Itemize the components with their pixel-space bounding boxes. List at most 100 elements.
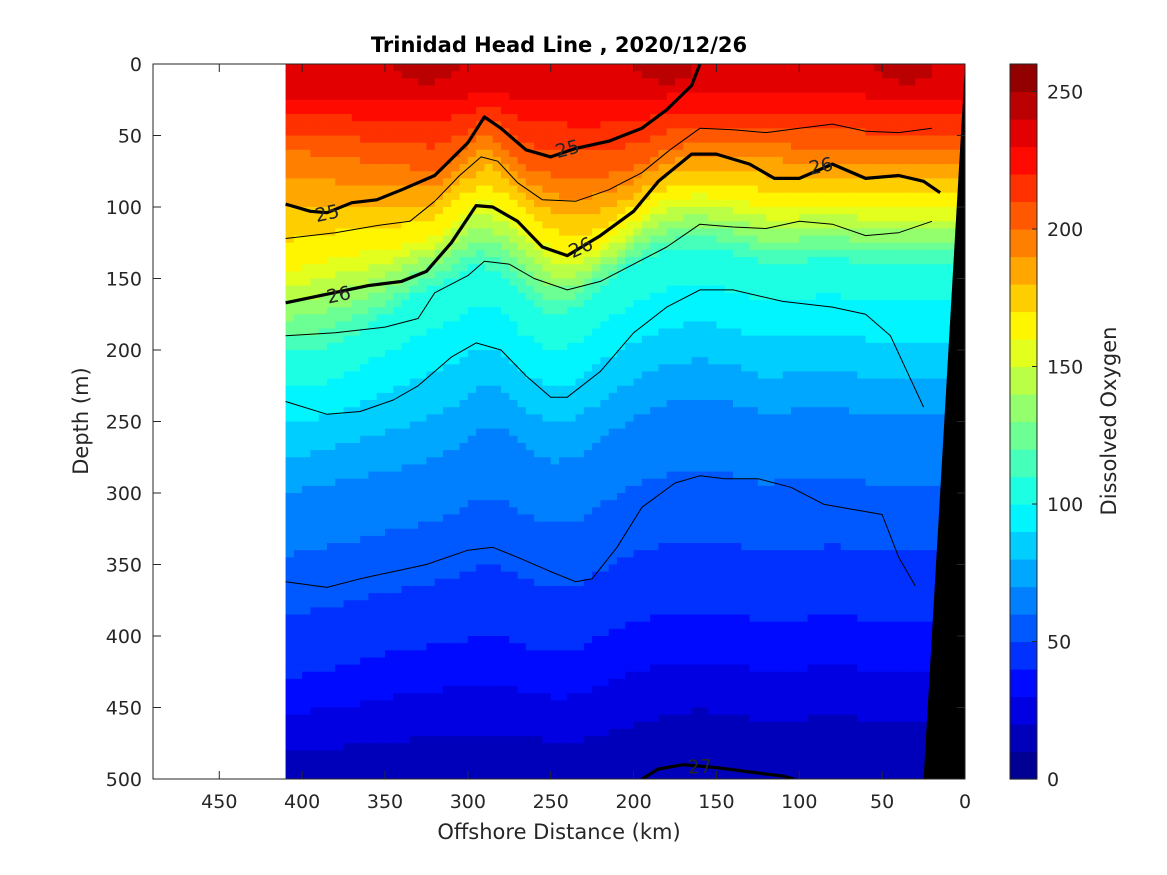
oxygen-cell	[600, 314, 610, 322]
oxygen-cell	[318, 185, 328, 194]
oxygen-cell	[534, 521, 544, 530]
oxygen-cell	[318, 156, 328, 165]
oxygen-cell	[517, 264, 527, 272]
oxygen-cell	[509, 743, 519, 751]
oxygen-cell	[617, 435, 626, 444]
oxygen-cell	[675, 550, 684, 558]
oxygen-cell	[492, 671, 502, 680]
oxygen-cell	[675, 671, 684, 680]
oxygen-cell	[501, 664, 510, 673]
oxygen-cell	[459, 707, 469, 716]
oxygen-cell	[559, 357, 568, 365]
oxygen-cell	[691, 457, 701, 465]
oxygen-cell	[302, 700, 312, 709]
oxygen-cell	[542, 442, 552, 451]
oxygen-cell	[360, 342, 370, 351]
oxygen-cell	[583, 135, 593, 144]
oxygen-cell	[658, 407, 668, 415]
oxygen-cell	[476, 171, 486, 179]
oxygen-cell	[592, 85, 602, 94]
oxygen-cell	[550, 428, 560, 437]
oxygen-cell	[641, 64, 651, 72]
oxygen-cell	[575, 128, 585, 137]
oxygen-cell	[559, 85, 568, 94]
oxygen-cell	[385, 299, 394, 308]
oxygen-cell	[625, 335, 635, 344]
oxygen-cell	[476, 700, 486, 709]
oxygen-cell	[376, 357, 386, 365]
oxygen-cell	[368, 600, 378, 608]
oxygen-cell	[691, 736, 701, 744]
oxygen-cell	[691, 64, 701, 72]
oxygen-cell	[343, 757, 353, 766]
oxygen-cell	[310, 678, 320, 687]
oxygen-cell	[542, 457, 552, 465]
oxygen-cell	[550, 335, 560, 344]
oxygen-cell	[550, 242, 560, 251]
oxygen-cell	[426, 650, 436, 659]
oxygen-cell	[459, 307, 469, 315]
oxygen-cell	[683, 657, 693, 666]
oxygen-cell	[285, 585, 295, 594]
oxygen-cell	[443, 700, 452, 709]
oxygen-cell	[393, 507, 403, 516]
oxygen-cell	[650, 707, 660, 716]
oxygen-cell	[517, 564, 527, 573]
oxygen-cell	[559, 493, 568, 501]
oxygen-cell	[385, 285, 394, 294]
oxygen-cell	[467, 149, 477, 158]
oxygen-cell	[360, 707, 370, 716]
oxygen-cell	[675, 543, 684, 551]
oxygen-cell	[534, 743, 544, 751]
oxygen-cell	[302, 743, 312, 751]
oxygen-cell	[343, 64, 353, 72]
oxygen-cell	[509, 99, 519, 108]
oxygen-cell	[285, 264, 295, 272]
oxygen-cell	[401, 178, 411, 187]
oxygen-cell	[343, 321, 353, 330]
oxygen-cell	[501, 185, 510, 194]
oxygen-cell	[492, 471, 502, 480]
oxygen-cell	[608, 700, 618, 709]
oxygen-cell	[459, 85, 469, 94]
oxygen-cell	[426, 114, 436, 122]
oxygen-cell	[559, 292, 568, 301]
oxygen-cell	[343, 478, 353, 487]
oxygen-cell	[459, 350, 469, 358]
oxygen-cell	[451, 614, 461, 623]
oxygen-cell	[625, 728, 635, 737]
oxygen-cell	[484, 214, 494, 222]
oxygen-cell	[401, 285, 411, 294]
oxygen-cell	[675, 693, 684, 701]
oxygen-cell	[608, 628, 618, 637]
oxygen-cell	[293, 764, 303, 773]
oxygen-cell	[418, 400, 428, 408]
oxygen-cell	[575, 121, 585, 129]
oxygen-cell	[318, 671, 328, 680]
oxygen-cell	[650, 607, 660, 616]
oxygen-cell	[376, 585, 386, 594]
oxygen-cell	[633, 392, 643, 401]
oxygen-cell	[368, 171, 378, 179]
oxygen-cell	[583, 350, 593, 358]
oxygen-cell	[542, 593, 552, 601]
oxygen-cell	[376, 471, 386, 480]
oxygen-cell	[641, 636, 651, 644]
oxygen-cell	[658, 114, 668, 122]
oxygen-cell	[675, 207, 684, 215]
oxygen-cell	[625, 257, 635, 265]
oxygen-cell	[583, 299, 593, 308]
oxygen-cell	[650, 99, 660, 108]
oxygen-cell	[434, 557, 444, 566]
oxygen-cell	[542, 621, 552, 630]
oxygen-cell	[343, 643, 353, 651]
oxygen-cell	[600, 543, 610, 551]
oxygen-cell	[327, 435, 336, 444]
oxygen-cell	[418, 535, 428, 544]
oxygen-cell	[451, 156, 461, 165]
oxygen-cell	[583, 471, 593, 480]
oxygen-cell	[633, 271, 643, 280]
oxygen-cell	[691, 593, 701, 601]
oxygen-cell	[318, 564, 328, 573]
oxygen-cell	[393, 99, 403, 108]
